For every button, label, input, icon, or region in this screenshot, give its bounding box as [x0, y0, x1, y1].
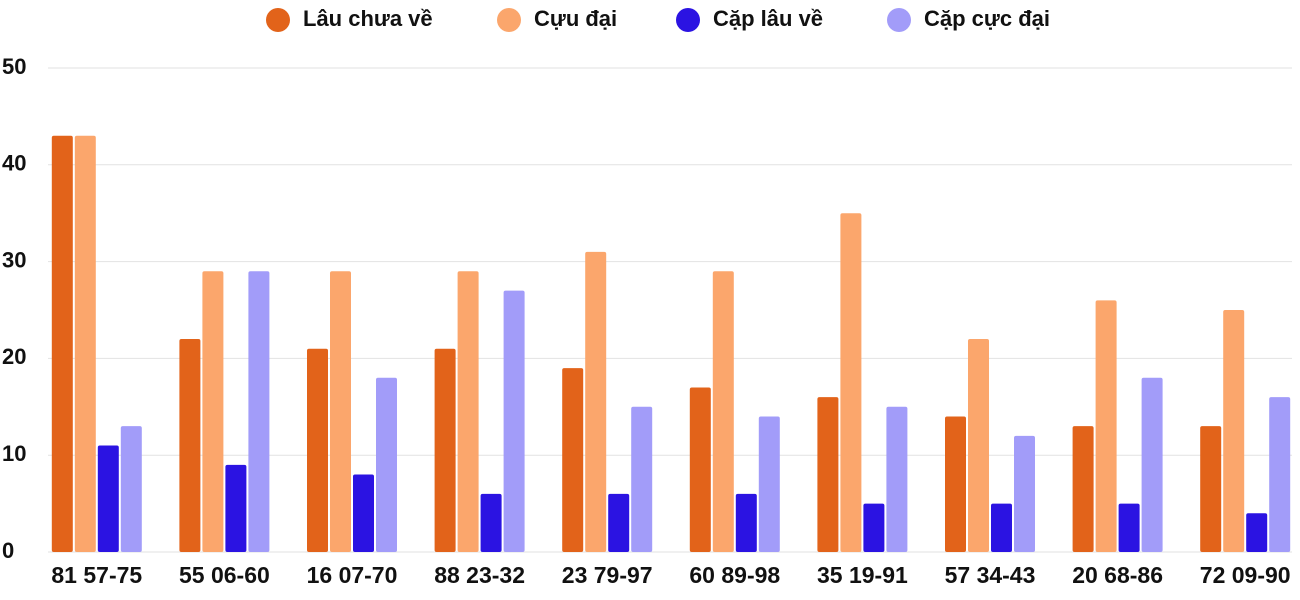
bar: [1095, 300, 1117, 552]
bar: [248, 271, 270, 552]
x-tick-label: 57 34-43: [945, 562, 1036, 588]
bar: [1072, 426, 1094, 552]
y-tick-label: 40: [2, 151, 26, 176]
bar: [1014, 435, 1035, 552]
y-tick-label: 0: [2, 538, 14, 563]
bar: [968, 339, 989, 552]
bar: [1269, 397, 1291, 552]
bar: [608, 493, 630, 552]
bar: [631, 406, 653, 552]
x-tick-label: 23 79-97: [562, 562, 653, 588]
legend-item: Cặp cực đại: [887, 6, 1050, 32]
bar: [225, 464, 247, 552]
legend-swatch: [497, 8, 521, 32]
legend-swatch: [266, 8, 290, 32]
bar: [585, 251, 607, 553]
bar: [353, 474, 374, 552]
bar: [202, 271, 224, 552]
x-tick-label: 20 68-86: [1072, 562, 1163, 588]
bar: [1118, 503, 1140, 552]
bar: [886, 406, 908, 552]
x-tick-label: 16 07-70: [307, 562, 398, 588]
bar: [991, 503, 1012, 552]
bar: [817, 397, 839, 552]
legend-swatch: [887, 8, 911, 32]
bar: [863, 503, 885, 552]
legend-item: Cựu đại: [497, 6, 617, 32]
bar: [307, 348, 328, 552]
bar: [1223, 310, 1245, 552]
bar: [179, 339, 201, 552]
bar: [758, 416, 780, 552]
x-tick-label: 88 23-32: [434, 562, 525, 588]
bar: [97, 445, 119, 552]
bar: [1141, 377, 1163, 552]
bar: [120, 426, 142, 552]
legend-swatch: [676, 8, 700, 32]
y-tick-label: 30: [2, 247, 26, 272]
bar: [562, 368, 584, 552]
x-tick-label: 72 09-90: [1200, 562, 1291, 588]
bar: [1246, 513, 1268, 552]
bar: [74, 135, 96, 552]
bar: [330, 271, 351, 552]
legend-label: Cặp cực đại: [924, 6, 1050, 31]
y-tick-label: 20: [2, 344, 26, 369]
legend-label: Cựu đại: [534, 6, 617, 31]
bar: [434, 348, 456, 552]
bar: [376, 377, 397, 552]
bar: [480, 493, 502, 552]
legend-label: Cặp lâu về: [713, 6, 823, 31]
bar: [1200, 426, 1222, 552]
bar: [503, 290, 525, 552]
bar: [840, 213, 862, 552]
bar: [712, 271, 734, 552]
x-tick-label: 55 06-60: [179, 562, 270, 588]
bar: [689, 387, 711, 552]
bar: [735, 493, 757, 552]
y-tick-label: 10: [2, 441, 26, 466]
x-tick-label: 60 89-98: [689, 562, 780, 588]
y-tick-label: 50: [2, 54, 26, 79]
legend-label: Lâu chưa về: [303, 6, 433, 31]
x-tick-label: 35 19-91: [817, 562, 908, 588]
bar: [51, 135, 73, 552]
legend-item: Lâu chưa về: [266, 6, 433, 32]
x-tick-label: 81 57-75: [51, 562, 142, 588]
bar: [945, 416, 966, 552]
legend-item: Cặp lâu về: [676, 6, 823, 32]
bar: [457, 271, 479, 552]
